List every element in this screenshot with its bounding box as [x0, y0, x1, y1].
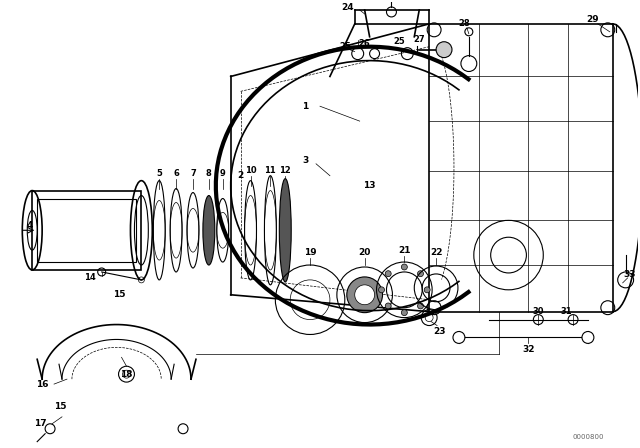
Circle shape — [453, 332, 465, 344]
Text: 4: 4 — [27, 221, 33, 230]
Circle shape — [401, 264, 407, 270]
Text: 32: 32 — [522, 345, 534, 354]
Text: 25: 25 — [394, 37, 405, 46]
Text: 15: 15 — [113, 290, 126, 299]
Text: 5: 5 — [156, 169, 162, 178]
Circle shape — [417, 271, 424, 277]
Ellipse shape — [279, 179, 291, 282]
Text: 24: 24 — [342, 3, 354, 12]
Text: 15: 15 — [54, 402, 67, 411]
Circle shape — [378, 287, 385, 293]
Text: 20: 20 — [358, 248, 371, 257]
Text: 9: 9 — [220, 169, 226, 178]
Circle shape — [436, 42, 452, 58]
Text: 2: 2 — [237, 171, 244, 180]
Text: 29: 29 — [587, 15, 599, 24]
Bar — [32, 190, 141, 270]
Text: 27: 27 — [413, 35, 425, 44]
Circle shape — [385, 271, 391, 277]
Text: 16: 16 — [36, 379, 49, 388]
Text: 26: 26 — [359, 39, 371, 48]
Circle shape — [417, 303, 424, 309]
Circle shape — [582, 332, 594, 344]
Text: 18: 18 — [120, 370, 132, 379]
Circle shape — [401, 310, 407, 316]
Text: 13: 13 — [364, 181, 376, 190]
Text: 28: 28 — [458, 19, 470, 28]
Text: 31: 31 — [560, 307, 572, 316]
Circle shape — [424, 287, 430, 293]
Text: 21: 21 — [398, 246, 411, 254]
Circle shape — [347, 277, 383, 313]
Text: 10: 10 — [244, 166, 257, 175]
Text: 23: 23 — [433, 327, 445, 336]
Circle shape — [385, 303, 391, 309]
Text: 0000800: 0000800 — [572, 434, 604, 439]
Text: 33: 33 — [623, 271, 636, 280]
Text: 22: 22 — [430, 248, 442, 257]
Text: 3: 3 — [302, 156, 308, 165]
Ellipse shape — [203, 195, 215, 265]
Text: 14: 14 — [84, 273, 95, 282]
Circle shape — [355, 285, 374, 305]
Text: 19: 19 — [304, 248, 316, 257]
Text: 12: 12 — [280, 166, 291, 175]
Text: 30: 30 — [532, 307, 544, 316]
Bar — [37, 198, 136, 262]
Text: 1: 1 — [302, 102, 308, 111]
Text: 8: 8 — [206, 169, 212, 178]
Text: 11: 11 — [264, 166, 276, 175]
Text: 25: 25 — [339, 42, 351, 51]
Text: 17: 17 — [34, 419, 47, 428]
Text: 7: 7 — [190, 169, 196, 178]
Text: 6: 6 — [173, 169, 179, 178]
Bar — [429, 24, 612, 312]
